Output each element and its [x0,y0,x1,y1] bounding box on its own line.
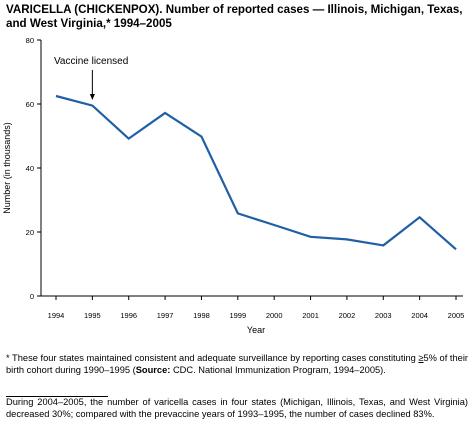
x-tick-label: 1998 [193,311,210,320]
y-tick-label: 60 [26,100,34,109]
x-tick-label: 1994 [48,311,65,320]
x-tick-label: 2000 [266,311,283,320]
x-tick-label: 2004 [411,311,428,320]
x-tick-label: 1997 [157,311,174,320]
x-tick-label: 1999 [229,311,246,320]
x-tick-label: 2001 [302,311,319,320]
footnote-ge-symbol: ≥ [418,353,424,363]
vaccine-annotation: Vaccine licensed [54,56,128,100]
y-tick-label: 0 [30,292,34,301]
chart-ticks: 0 20 40 60 80 1994 1995 1996 1997 1998 1999 2000 200… [26,36,465,320]
y-tick-label: 40 [26,164,34,173]
x-tick-label: 1995 [84,311,101,320]
footnote: * These four states maintained consisten… [6,353,468,376]
x-tick-label: 1996 [120,311,137,320]
x-tick-label: 2002 [339,311,356,320]
y-tick-label: 80 [26,36,34,45]
x-tick-label: 2003 [375,311,392,320]
chart-axes [40,40,463,297]
footnote-divider [6,396,108,397]
footnote-mid: 5% of their birth cohort during 1990–199… [6,353,468,375]
footnote-source-label: Source: [135,364,171,375]
y-axis-label: Number (in thousands) [2,122,12,214]
x-tick-label: 2005 [448,311,465,320]
footnote-lead: * These four states maintained consisten… [6,353,419,363]
chart-title: VARICELLA (CHICKENPOX). Number of report… [6,3,463,30]
series-line [55,94,457,251]
x-axis-label: Year [247,325,265,335]
y-tick-label: 20 [26,228,34,237]
annotation-arrow-head [89,94,95,100]
summary-note: During 2004–2005, the number of varicell… [6,397,468,419]
chart-series [55,94,457,251]
footnote-source-text: CDC. National Immunization Program, 1994… [170,364,386,375]
annotation-label: Vaccine licensed [54,56,128,67]
